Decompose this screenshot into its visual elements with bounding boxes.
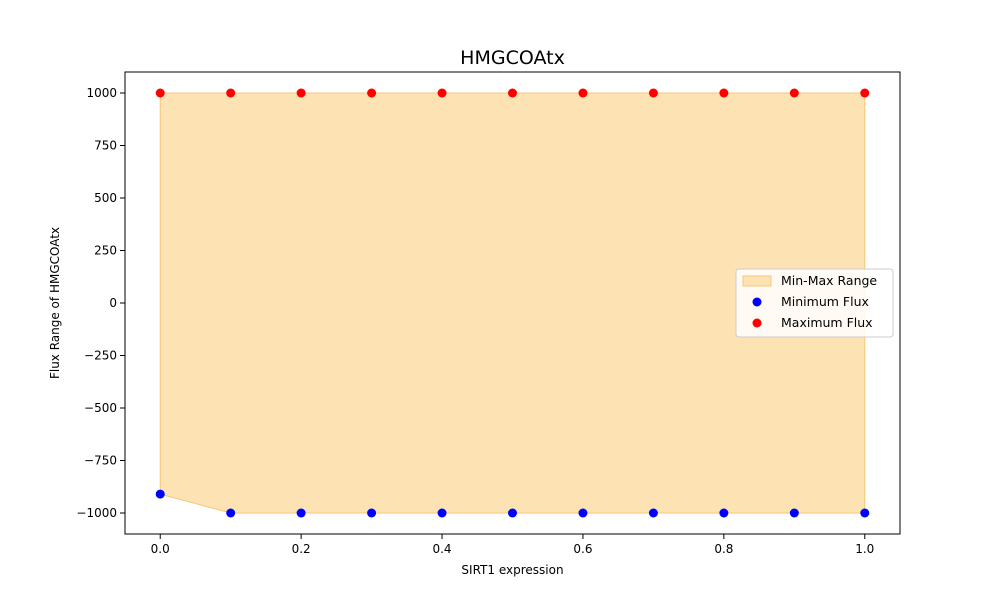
x-axis: 0.0 0.2 0.4 0.6 0.8 1.0 — [151, 534, 874, 556]
minimum-flux-point — [860, 508, 870, 518]
maximum-flux-point — [155, 88, 165, 98]
maximum-flux-point — [367, 88, 377, 98]
legend-marker-minimum-flux — [752, 297, 762, 307]
legend-label-maximum-flux: Maximum Flux — [781, 315, 873, 330]
y-tick-label: −250 — [84, 349, 117, 363]
legend-box — [735, 268, 894, 338]
maximum-flux-point — [719, 88, 729, 98]
minimum-flux-point — [155, 489, 165, 499]
minimum-flux-point — [578, 508, 588, 518]
y-tick-label: 0 — [109, 296, 117, 310]
y-tick-label: 1000 — [86, 86, 117, 100]
legend-swatch-min-max-range — [742, 275, 772, 287]
maximum-flux-point — [508, 88, 517, 98]
y-tick-label: −500 — [84, 401, 117, 415]
x-tick-label: 0.0 — [151, 542, 170, 556]
minimum-flux-point — [226, 508, 236, 518]
y-axis: −1000 −750 −500 −250 0 250 500 750 1000 — [76, 86, 125, 520]
legend-marker-maximum-flux — [752, 318, 762, 328]
y-tick-label: 750 — [94, 139, 117, 153]
minimum-flux-point — [367, 508, 377, 518]
x-tick-label: 0.8 — [714, 542, 733, 556]
plot-area — [155, 88, 870, 518]
maximum-flux-point — [860, 88, 870, 98]
minimum-flux-point — [648, 508, 658, 518]
legend: Min-Max Range Minimum Flux Maximum Flux — [735, 268, 894, 338]
x-tick-label: 0.4 — [432, 542, 451, 556]
x-tick-label: 1.0 — [855, 542, 874, 556]
minimum-flux-point — [296, 508, 306, 518]
minimum-flux-point — [719, 508, 729, 518]
y-tick-label: 250 — [94, 244, 117, 258]
maximum-flux-point — [437, 88, 447, 98]
maximum-flux-point — [226, 88, 236, 98]
y-tick-label: −1000 — [76, 506, 117, 520]
y-tick-label: 500 — [94, 191, 117, 205]
x-tick-label: 0.2 — [292, 542, 311, 556]
minimum-flux-point — [437, 508, 447, 518]
x-axis-label: SIRT1 expression — [461, 563, 563, 577]
maximum-flux-point — [648, 88, 658, 98]
legend-label-minimum-flux: Minimum Flux — [781, 294, 869, 309]
y-axis-label: Flux Range of HMGCOAtx — [48, 227, 62, 379]
maximum-flux-point — [578, 88, 588, 98]
chart-title: HMGCOAtx — [460, 47, 565, 69]
maximum-flux-point — [296, 88, 306, 98]
y-tick-label: −750 — [84, 454, 117, 468]
minimum-flux-point — [508, 508, 517, 518]
x-tick-label: 0.6 — [573, 542, 592, 556]
minimum-flux-point — [789, 508, 799, 518]
maximum-flux-point — [789, 88, 799, 98]
legend-label-min-max-range: Min-Max Range — [781, 273, 877, 288]
